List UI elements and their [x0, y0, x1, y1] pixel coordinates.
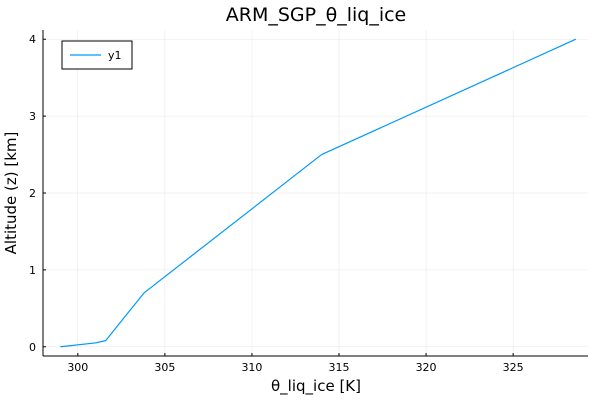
x-tick-label-325: 325 — [503, 361, 524, 374]
series-line-y1 — [60, 38, 577, 348]
y-tick-label-3: 3 — [29, 110, 36, 123]
x-tick-label-310: 310 — [241, 361, 262, 374]
y-tick-label-4: 4 — [29, 33, 36, 46]
x-tick-label-315: 315 — [329, 361, 350, 374]
x-axis-label: θ_liq_ice [K] — [271, 377, 361, 396]
x-tick-label-305: 305 — [154, 361, 175, 374]
y-tick-label-2: 2 — [29, 187, 36, 200]
axes — [42, 30, 588, 357]
series-layer — [60, 38, 577, 348]
x-tick-label-300: 300 — [67, 361, 88, 374]
legend-label-y1: y1 — [108, 49, 122, 62]
tick-labels: 300 305 310 315 320 325 0 1 2 3 4 — [29, 33, 524, 374]
y-tick-label-1: 1 — [29, 264, 36, 277]
y-axis-label: Altitude (z) [km] — [2, 132, 20, 255]
chart-title: ARM_SGP_θ_liq_ice — [226, 4, 407, 26]
y-tick-label-0: 0 — [29, 341, 36, 354]
legend: y1 — [61, 40, 133, 70]
grid — [43, 30, 588, 356]
x-tick-label-320: 320 — [416, 361, 437, 374]
